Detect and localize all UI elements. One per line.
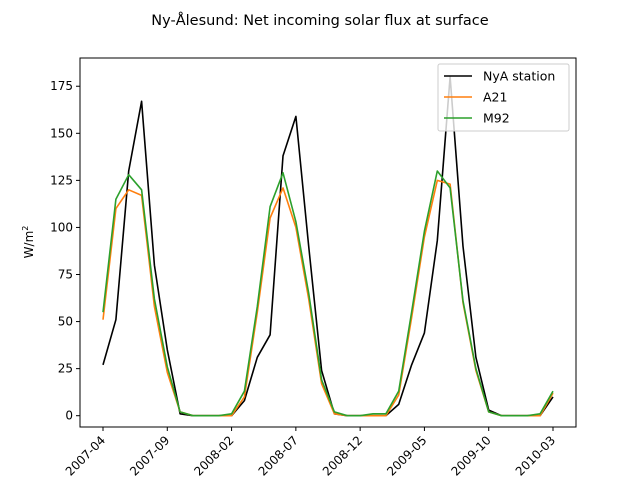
y-tick-label: 150 bbox=[50, 126, 73, 140]
y-tick-label: 175 bbox=[50, 79, 73, 93]
y-axis-label-superscript: 2 bbox=[21, 226, 30, 231]
legend-label-3: M92 bbox=[483, 111, 510, 126]
x-tick-label: 2009-05 bbox=[384, 433, 429, 478]
legend-box bbox=[437, 63, 570, 132]
x-tick-label: 2007-09 bbox=[127, 433, 172, 478]
axes-frame bbox=[79, 57, 577, 428]
y-axis-label: W/m2 bbox=[21, 226, 36, 259]
x-tick-label: 2007-04 bbox=[63, 433, 108, 478]
y-tick-label: 75 bbox=[58, 268, 73, 282]
y-tick-label: 100 bbox=[50, 220, 73, 234]
series-line-3 bbox=[102, 170, 554, 417]
x-tick-label: 2009-10 bbox=[448, 433, 493, 478]
plot-area bbox=[79, 57, 577, 428]
legend: NyA station A21 M92 bbox=[437, 63, 570, 132]
x-tick-label: 2010-03 bbox=[513, 433, 558, 478]
y-axis-label-unit: W/m bbox=[22, 231, 36, 259]
y-tick-label: 0 bbox=[65, 409, 73, 423]
chart-title: Ny-Ålesund: Net incoming solar flux at s… bbox=[151, 12, 488, 29]
y-tick-label: 125 bbox=[50, 173, 73, 187]
y-tick-label: 25 bbox=[58, 362, 73, 376]
x-tick-label: 2008-02 bbox=[191, 433, 236, 478]
legend-label-1: NyA station bbox=[483, 69, 555, 84]
x-tick-label: 2008-12 bbox=[320, 433, 365, 478]
y-axis: 0 25 50 75 100 125 150 175 bbox=[50, 79, 80, 423]
x-tick-label: 2008-07 bbox=[256, 433, 301, 478]
y-tick-label: 50 bbox=[58, 315, 73, 329]
legend-label-2: A21 bbox=[483, 90, 507, 105]
x-axis: 2007-04 2007-09 2008-02 2008-07 2008-12 2009-… bbox=[63, 427, 558, 479]
series-layer bbox=[102, 76, 554, 417]
